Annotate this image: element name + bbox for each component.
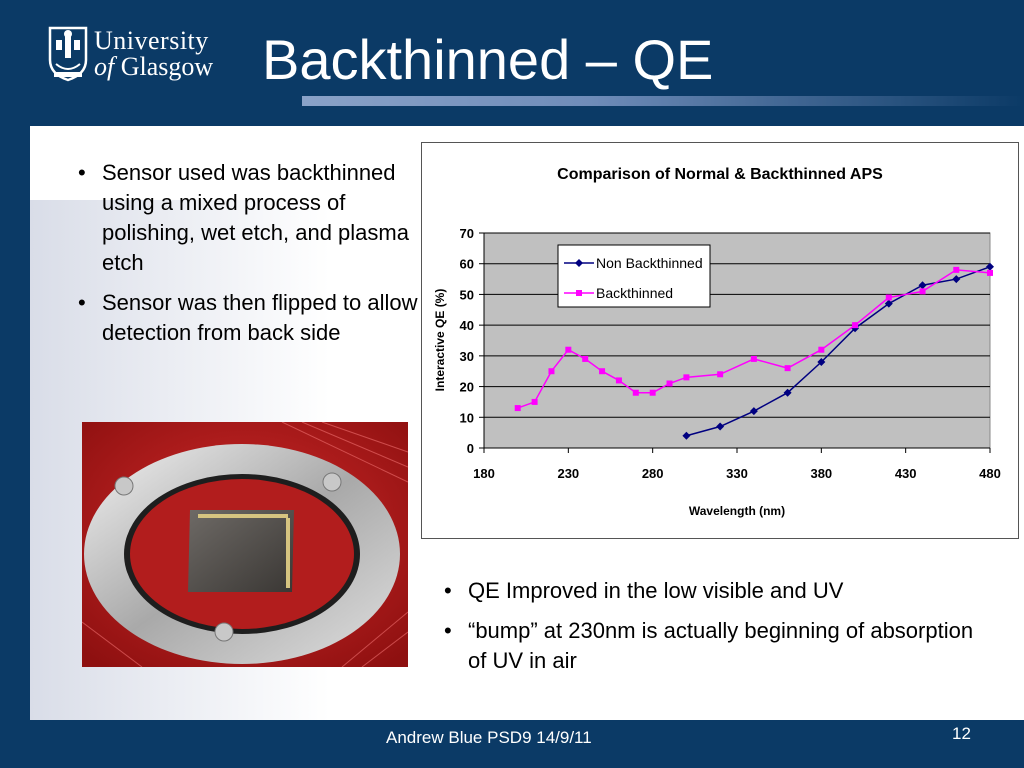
logo-text-glasgow: of Glasgow <box>94 52 213 82</box>
university-logo: University of Glasgow <box>48 26 228 88</box>
y-tick-label: 40 <box>460 318 474 333</box>
data-point-backthinned <box>750 355 757 362</box>
y-tick-label: 50 <box>460 287 474 302</box>
page-number: 12 <box>952 724 971 743</box>
data-point-backthinned <box>666 380 673 387</box>
footer-text: Andrew Blue PSD9 14/9/11 <box>386 728 592 747</box>
logo-text-glasgow-main: Glasgow <box>120 52 214 81</box>
slide-title: Backthinned – QE <box>262 28 714 91</box>
legend-label-backthinned: Backthinned <box>596 285 673 301</box>
data-point-non-backthinned <box>749 407 758 416</box>
title-underline <box>302 96 1024 106</box>
data-point-backthinned <box>582 355 589 362</box>
data-point-backthinned <box>632 389 639 396</box>
data-point-backthinned <box>818 346 825 353</box>
bullet-list-right: QE Improved in the low visible and UV “b… <box>440 576 980 686</box>
data-point-backthinned <box>852 322 859 329</box>
y-tick-label: 70 <box>460 226 474 241</box>
data-point-backthinned <box>531 398 538 405</box>
x-tick-label: 230 <box>557 466 579 481</box>
chart-container: Comparison of Normal & Backthinned APS 0… <box>421 142 1019 539</box>
y-axis-label: Interactive QE (%) <box>433 289 447 392</box>
legend-marker-normal <box>575 259 583 267</box>
data-point-non-backthinned <box>884 299 893 308</box>
bullet-item: Sensor was then flipped to allow detecti… <box>74 288 419 348</box>
data-point-non-backthinned <box>952 275 961 284</box>
data-point-backthinned <box>784 365 791 372</box>
legend-box <box>557 244 711 308</box>
data-point-backthinned <box>548 368 555 375</box>
data-point-backthinned <box>987 269 993 276</box>
logo-text-of: of <box>94 52 121 81</box>
data-point-backthinned <box>683 374 690 381</box>
legend-label-normal: Non Backthinned <box>596 255 703 271</box>
bullet-item: “bump” at 230nm is actually beginning of… <box>440 616 980 676</box>
y-tick-label: 0 <box>467 441 474 456</box>
data-point-backthinned <box>717 371 724 378</box>
x-tick-label: 280 <box>642 466 664 481</box>
data-point-backthinned <box>649 389 656 396</box>
x-tick-label: 330 <box>726 466 748 481</box>
data-point-backthinned <box>615 377 622 384</box>
y-tick-label: 60 <box>460 257 474 272</box>
legend-marker-backthinned <box>576 290 582 296</box>
data-point-non-backthinned <box>817 358 826 366</box>
data-point-non-backthinned <box>918 281 927 290</box>
x-tick-label: 430 <box>895 466 917 481</box>
sensor-photo <box>82 422 408 667</box>
chart-legend: Non Backthinned Backthinned <box>557 244 711 308</box>
series-line-non-backthinned <box>686 266 991 437</box>
data-point-non-backthinned <box>783 388 792 397</box>
bullet-item: QE Improved in the low visible and UV <box>440 576 980 606</box>
data-point-backthinned <box>953 266 960 273</box>
data-point-non-backthinned <box>986 262 994 271</box>
y-tick-label: 20 <box>460 380 474 395</box>
data-point-backthinned <box>919 288 926 295</box>
logo-text-university: University <box>94 26 209 55</box>
y-tick-label: 30 <box>460 349 474 364</box>
bullet-list-left: Sensor used was backthinned using a mixe… <box>74 158 419 358</box>
data-point-backthinned <box>599 368 606 375</box>
chart-axes: 0 10 20 30 40 50 60 70 180 230 280 330 380 430 480 <box>460 226 1001 481</box>
crest-icon <box>48 26 88 82</box>
series-layer <box>514 262 994 440</box>
data-point-backthinned <box>885 294 892 301</box>
x-tick-label: 380 <box>810 466 832 481</box>
data-point-non-backthinned <box>716 422 725 431</box>
bullet-item: Sensor used was backthinned using a mixe… <box>74 158 419 278</box>
qe-chart: Comparison of Normal & Backthinned APS 0… <box>433 166 1001 518</box>
data-point-backthinned <box>514 405 521 412</box>
data-point-backthinned <box>565 346 572 353</box>
x-tick-label: 480 <box>979 466 1001 481</box>
chart-title: Comparison of Normal & Backthinned APS <box>557 166 883 183</box>
x-tick-label: 180 <box>473 466 495 481</box>
y-tick-label: 10 <box>460 410 474 425</box>
x-axis-label: Wavelength (nm) <box>689 504 785 518</box>
data-point-non-backthinned <box>682 431 691 440</box>
